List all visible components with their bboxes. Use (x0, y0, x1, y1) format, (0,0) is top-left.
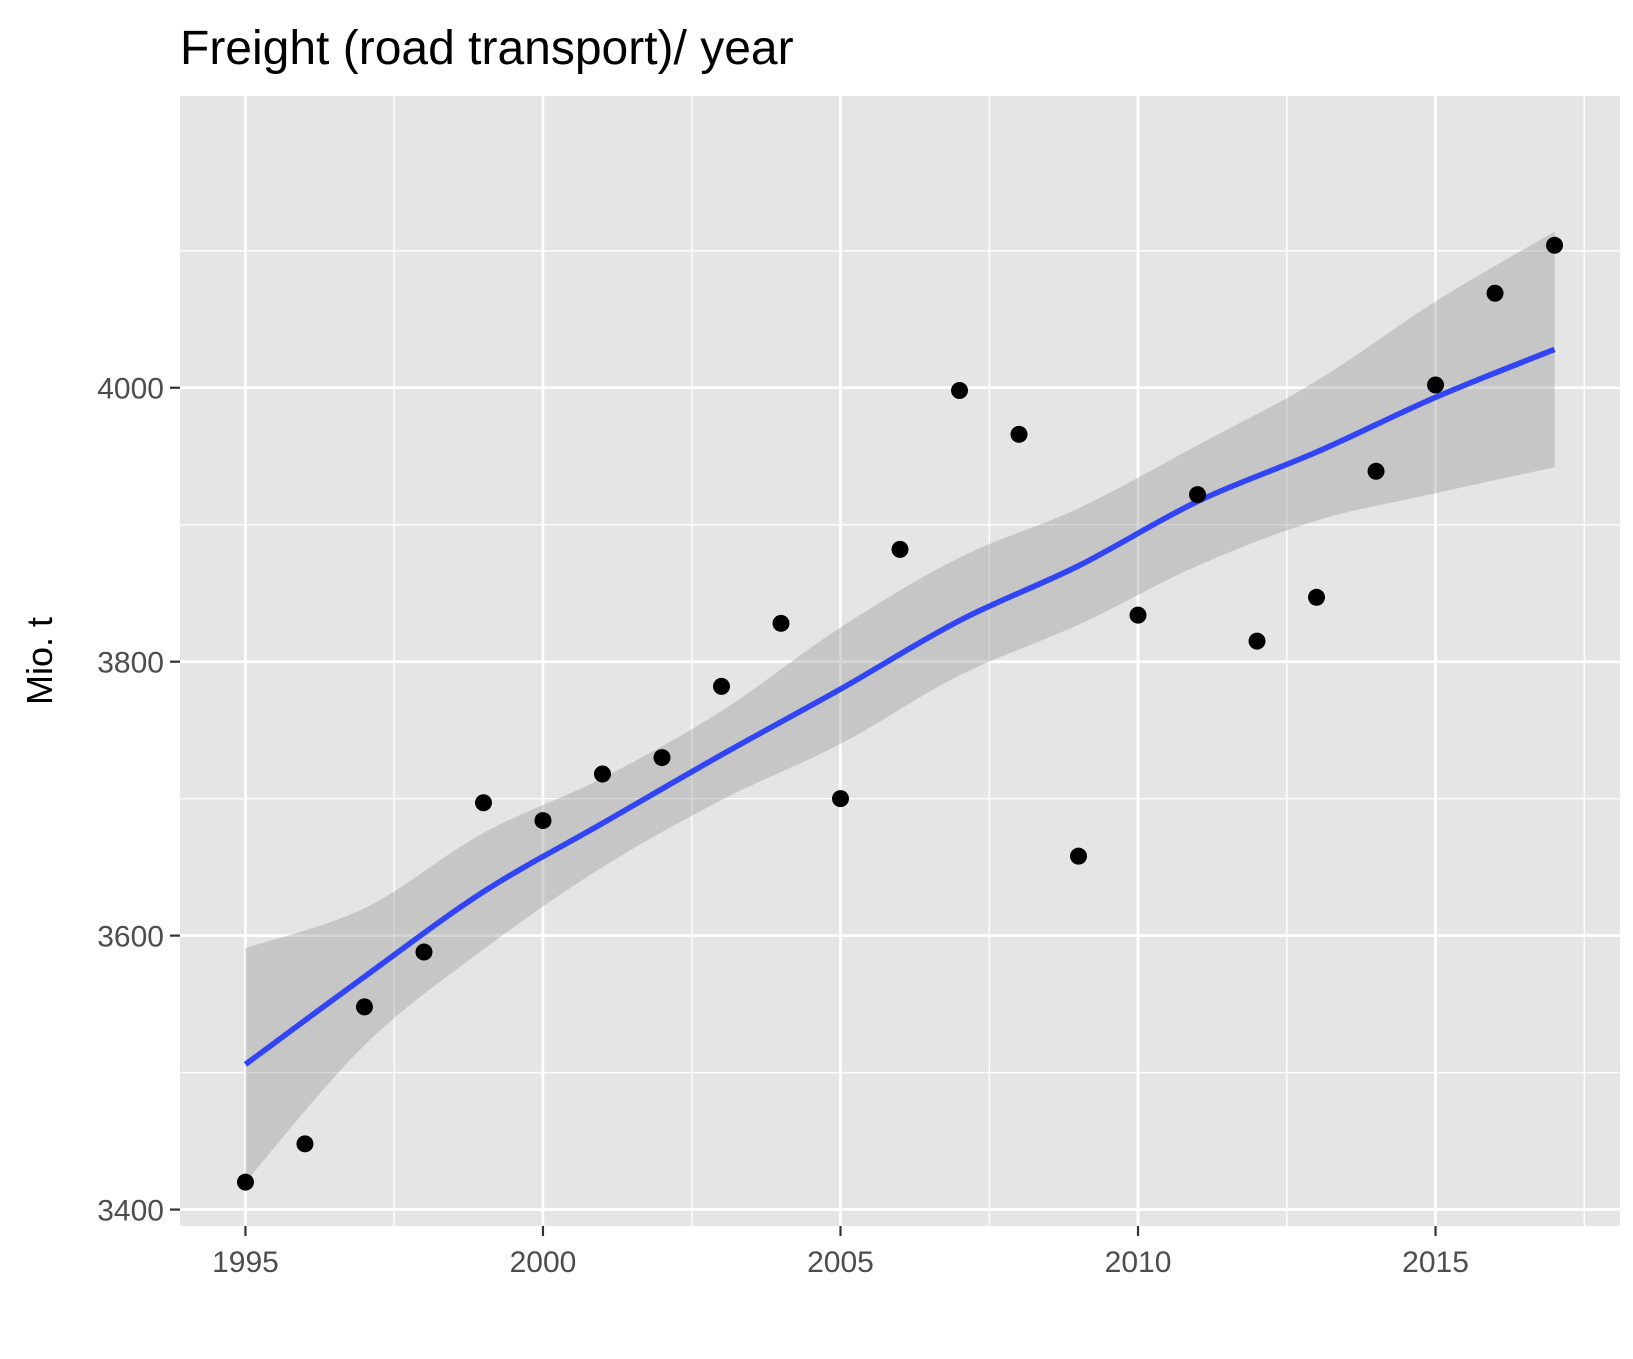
data-point (1070, 847, 1088, 865)
smooth-fit-line (243, 346, 1556, 1067)
data-point (236, 1173, 254, 1191)
data-point (1546, 236, 1564, 254)
x-tick-label: 2010 (1105, 1246, 1172, 1279)
data-point (474, 794, 492, 812)
data-point (772, 614, 790, 632)
data-point (1427, 376, 1445, 394)
y-axis-title: Mio. t (19, 617, 60, 705)
data-point (593, 765, 611, 783)
data-point (355, 998, 373, 1016)
x-tick-label: 2000 (510, 1246, 577, 1279)
data-point (296, 1135, 314, 1153)
data-point (831, 790, 849, 808)
confidence-band (245, 231, 1555, 1183)
x-tick-label: 1995 (212, 1246, 279, 1279)
data-point (1129, 606, 1147, 624)
data-point (1367, 462, 1385, 480)
data-point (1010, 425, 1028, 443)
y-tick-label: 3800 (97, 647, 164, 680)
data-points (236, 236, 1564, 1191)
y-tick-label: 3400 (97, 1195, 164, 1228)
data-point (415, 943, 433, 961)
data-point (891, 540, 909, 558)
data-point (653, 749, 671, 767)
data-point (534, 812, 552, 830)
data-point (1189, 486, 1207, 504)
y-axis: 3400 3600 3800 4000 (97, 373, 180, 1228)
chart-title: Freight (road transport)/ year (180, 22, 794, 75)
confidence-band-layer (245, 231, 1555, 1183)
smooth-line-layer (243, 346, 1556, 1067)
x-axis: 1995 2000 2005 2010 2015 (212, 1226, 1469, 1279)
data-point (1308, 588, 1326, 606)
y-tick-label: 3600 (97, 921, 164, 954)
data-point (712, 677, 730, 695)
y-tick-label: 4000 (97, 373, 164, 406)
data-point (1486, 284, 1504, 302)
x-tick-label: 2015 (1402, 1246, 1469, 1279)
x-tick-label: 2005 (807, 1246, 874, 1279)
data-point (1248, 632, 1266, 650)
data-point (951, 381, 969, 399)
